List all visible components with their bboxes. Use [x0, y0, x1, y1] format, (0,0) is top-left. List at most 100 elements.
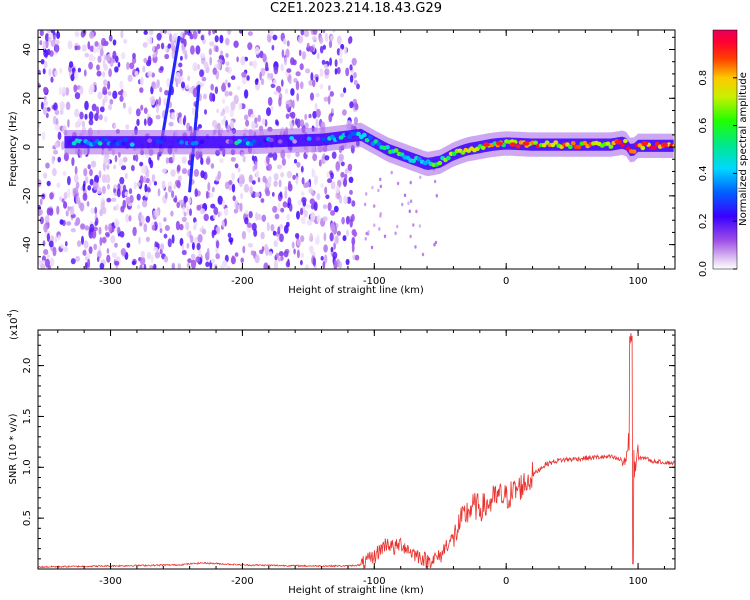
spectrogram-noise-speck-490 [233, 40, 239, 48]
spectrogram-noise-speck-101 [261, 214, 267, 222]
spectrogram-noise-speck-629 [38, 209, 43, 216]
spectrogram-noise-speck-979 [41, 131, 46, 141]
spectrogram-noise-speck-1213 [182, 33, 186, 38]
spectrogram-noise-speck-967 [333, 205, 339, 213]
spectrogram-noise-speck-307 [305, 204, 311, 209]
spectrogram-noise-speck-74 [171, 190, 175, 198]
spectrogram-noise-speck-1329 [340, 171, 345, 178]
spectrogram-noise-speck-302 [139, 256, 146, 266]
spectrogram-noise-speck-831 [42, 106, 48, 115]
spectrogram-noise-speck-1392 [299, 207, 304, 216]
spectrogram-noise-speck-1020 [80, 224, 85, 230]
spectrogram-noise-speck-1207 [70, 228, 76, 233]
snr-scale-prefix: (x10 [9, 317, 20, 340]
spectrogram-noise-speck-117 [209, 56, 213, 66]
spectrogram-noise-speck-169 [240, 257, 244, 263]
spectrogram-noise-speck-411 [306, 219, 313, 226]
spectrogram-noise-speck-1373 [353, 116, 358, 125]
spectrogram-noise-speck-50 [232, 195, 236, 202]
spectrogram-noise-speck-888 [86, 253, 91, 260]
spectrogram-noise-speck-1021 [148, 30, 154, 36]
spectrogram-noise-speck-223 [309, 245, 314, 254]
spectrogram-noise-speck-635 [178, 112, 182, 118]
carrier-band [64, 128, 674, 170]
spectrogram-noise-speck-1251 [257, 213, 262, 221]
spectrogram-noise-speck-592 [299, 63, 304, 71]
spectrogram-noise-speck-1123 [267, 96, 273, 106]
spectrogram-noise-speck-608 [60, 243, 64, 249]
spectrogram-noise-speck-464 [217, 195, 223, 205]
spectrogram-noise-speck-851 [50, 30, 56, 34]
spectrogram-noise-speck-1304 [319, 68, 324, 77]
spectrogram-noise-speck-605 [129, 195, 134, 203]
spectrogram-noise-speck-1327 [112, 50, 117, 60]
spectrogram-noise-speck-488 [281, 49, 285, 58]
spectrogram-noise-speck-614 [330, 210, 336, 216]
spectrogram-noise-speck-43 [61, 198, 65, 203]
spectrogram-noise-speck-309 [139, 77, 144, 86]
spectrogram-noise-speck-372 [354, 254, 360, 261]
spectrogram-noise-speck-901 [323, 232, 327, 242]
spectrogram-noise-speck-852 [143, 107, 148, 114]
spectrogram-noise-speck-504 [189, 208, 192, 216]
spectrogram-noise-speck-1335 [79, 202, 85, 212]
spectrogram-noise-speck-256 [347, 37, 352, 45]
spectrogram-noise-speck-17 [341, 216, 345, 225]
spectrogram-noise-speck-434 [296, 249, 300, 259]
spectrogram-noise-speck-1023 [63, 152, 69, 162]
spectrogram-noise-speck-511 [314, 237, 320, 245]
spectrogram-noise-speck-463 [43, 86, 48, 94]
spectrogram-noise-speck-304 [325, 194, 330, 200]
spectrogram-noise-speck-410 [42, 240, 46, 247]
spectrogram-noise-speck-959 [103, 63, 108, 71]
spectrogram-noise-speck-1150 [221, 82, 226, 92]
spectrogram-noise-speck-227 [166, 30, 171, 36]
spectrogram-noise-speck-1347 [329, 57, 332, 66]
spectrogram-noise-speck-475 [230, 256, 236, 265]
spectrogram-noise-speck-812 [273, 240, 278, 248]
spectrogram-noise-speck-588 [315, 92, 320, 98]
spectrogram-noise-speck-985 [223, 115, 227, 123]
spectrogram-noise-speck-617 [65, 210, 69, 217]
spectrogram-noise-speck-78 [180, 55, 183, 61]
colorbar: 0.0 0.2 0.4 0.6 0.8 Normalized spectral ampl… [698, 29, 749, 277]
spectrogram-noise-speck-775 [84, 225, 90, 231]
spectrogram-noise-speck-1025 [349, 189, 353, 195]
spectrogram-noise-speck-990 [119, 231, 125, 238]
carrier-blob-36 [240, 141, 245, 147]
carrier-blob-24 [158, 139, 164, 145]
spectrogram-noise-speck-576 [177, 175, 182, 182]
spectrogram-noise-speck-850 [194, 221, 198, 227]
carrier-peak-1 [496, 141, 504, 146]
spectrogram-noise-speck-1400 [409, 199, 413, 203]
spectrogram-noise-speck-402 [90, 207, 95, 214]
colorbar-tick-label-1: 0.2 [698, 213, 709, 229]
spectrogram-noise-speck-479 [324, 68, 330, 76]
spectrogram-noise-speck-998 [118, 158, 124, 167]
spectrogram-noise-speck-1424 [396, 181, 400, 186]
spectrogram-noise-speck-1331 [320, 183, 324, 188]
spectrogram-noise-speck-954 [220, 50, 223, 56]
spectrogram-noise-speck-1184 [245, 119, 250, 127]
spectrogram-noise-speck-154 [322, 44, 326, 50]
spectrogram-noise-speck-414 [145, 177, 150, 184]
spectrogram-noise-speck-1084 [103, 79, 108, 87]
spectrogram-noise-speck-34 [334, 59, 338, 67]
spectrogram-noise-speck-970 [139, 175, 144, 185]
spectrogram-noise-speck-148 [293, 248, 296, 255]
spectrogram-noise-speck-340 [242, 245, 246, 254]
spectrogram-noise-speck-891 [156, 79, 160, 88]
spectrogram-noise-speck-1145 [315, 76, 319, 83]
spectrogram-noise-speck-168 [74, 31, 80, 37]
spectrogram-noise-speck-535 [124, 191, 129, 197]
spectrogram-noise-speck-648 [54, 142, 59, 148]
spectrogram-noise-speck-1153 [92, 181, 98, 191]
carrier-blob-39 [248, 142, 254, 147]
spectrogram-noise-speck-1186 [113, 164, 117, 170]
spectrogram-noise-speck-703 [176, 77, 182, 84]
spectrogram-noise-speck-330 [145, 236, 150, 242]
spectrogram-noise-speck-1388 [200, 208, 206, 215]
spectrogram-noise-speck-385 [59, 101, 65, 110]
spectrogram-noise-speck-1314 [98, 170, 102, 179]
